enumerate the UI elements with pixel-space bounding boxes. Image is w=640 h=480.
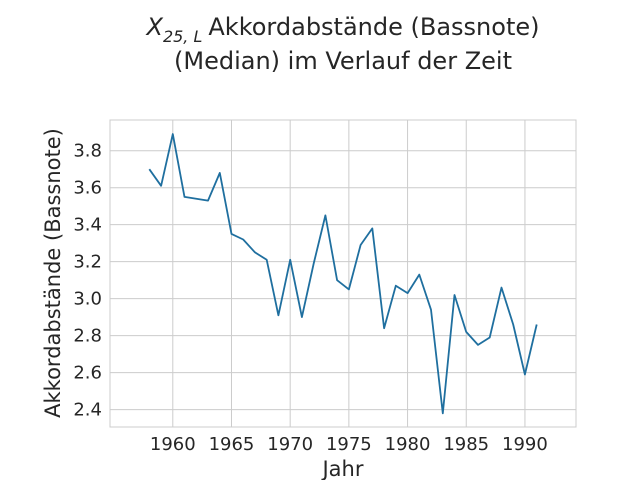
title-main-text: Akkordabstände (Bassnote) — [208, 13, 539, 41]
y-tick-label: 2.8 — [73, 326, 102, 347]
y-tick-label: 3.2 — [73, 252, 102, 273]
series-line — [148, 133, 538, 415]
chart-title-line1: X25, L Akkordabstände (Bassnote) — [144, 13, 539, 46]
y-tick-label: 3.8 — [73, 141, 102, 162]
y-tick-label: 3.6 — [73, 178, 102, 199]
y-tick-labels: 2.4 2.6 2.8 3.0 3.2 3.4 3.6 3.8 — [73, 141, 102, 421]
y-tick-label: 3.0 — [73, 289, 102, 310]
x-tick-label: 1970 — [267, 434, 313, 455]
title-symbol: X — [144, 13, 163, 41]
x-axis-label: Jahr — [320, 457, 363, 480]
grid-lines — [110, 120, 576, 427]
x-tick-label: 1965 — [209, 434, 255, 455]
chart-title-line2: (Median) im Verlauf der Zeit — [174, 47, 512, 75]
x-tick-labels: 1960 1965 1970 1975 1980 1985 1990 — [150, 434, 548, 455]
title-subscript: 25, L — [163, 27, 202, 46]
chart-title: X25, L Akkordabstände (Bassnote) (Median)… — [144, 13, 539, 75]
plot-frame — [109, 119, 577, 428]
x-tick-label: 1990 — [502, 434, 548, 455]
y-axis-label: Akkordabstände (Bassnote) — [41, 128, 65, 418]
plot-area — [110, 120, 576, 427]
y-tick-label: 2.4 — [73, 400, 102, 421]
y-tick-label: 2.6 — [73, 363, 102, 384]
x-tick-label: 1975 — [326, 434, 372, 455]
x-tick-label: 1985 — [443, 434, 489, 455]
x-tick-label: 1960 — [150, 434, 196, 455]
y-tick-label: 3.4 — [73, 215, 102, 236]
x-tick-label: 1980 — [385, 434, 431, 455]
